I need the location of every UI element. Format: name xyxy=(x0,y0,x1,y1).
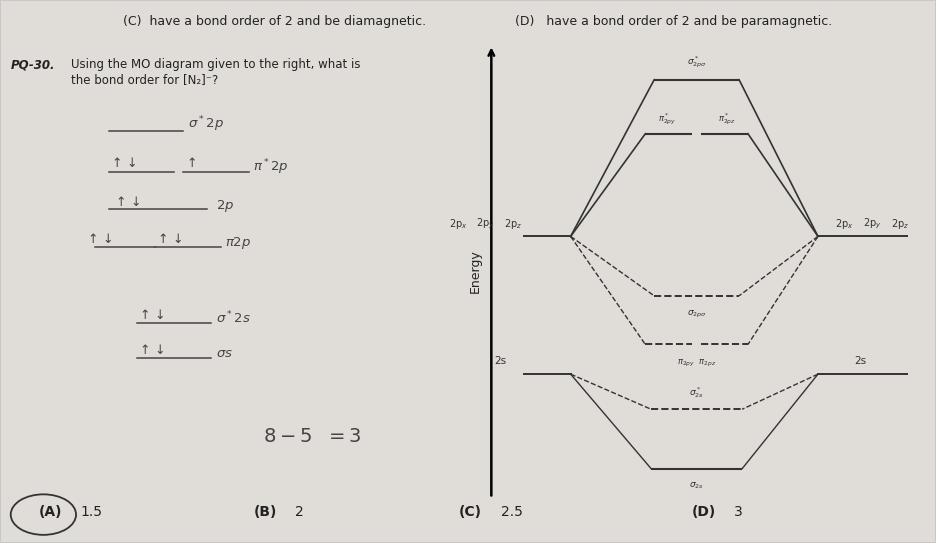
Text: $8 - 5\ \ =3$: $8 - 5\ \ =3$ xyxy=(263,427,361,446)
Text: $\uparrow\downarrow$: $\uparrow\downarrow$ xyxy=(113,195,141,209)
Text: $\uparrow$: $\uparrow$ xyxy=(184,156,197,171)
Text: $\pi_{2pz}^*$: $\pi_{2pz}^*$ xyxy=(718,112,736,127)
Text: $\pi^*2p$: $\pi^*2p$ xyxy=(254,157,288,177)
Text: $\sigma s$: $\sigma s$ xyxy=(216,347,233,360)
Text: 2p$_y$: 2p$_y$ xyxy=(863,217,882,231)
Text: 3: 3 xyxy=(734,505,743,519)
Text: $\pi_{2py}^*$: $\pi_{2py}^*$ xyxy=(658,112,676,127)
Text: $\uparrow\downarrow$: $\uparrow\downarrow$ xyxy=(137,343,165,357)
Text: Using the MO diagram given to the right, what is
the bond order for [N₂]⁻?: Using the MO diagram given to the right,… xyxy=(71,58,361,86)
Text: (B): (B) xyxy=(254,505,277,519)
Text: 2s: 2s xyxy=(494,356,506,367)
Text: 2p$_z$: 2p$_z$ xyxy=(891,217,909,231)
Text: (A): (A) xyxy=(38,505,62,519)
Text: (C): (C) xyxy=(459,505,482,519)
Text: $\uparrow\downarrow$: $\uparrow\downarrow$ xyxy=(137,308,165,321)
Text: $\sigma_{2p\sigma}$: $\sigma_{2p\sigma}$ xyxy=(687,310,707,320)
Text: 2: 2 xyxy=(296,505,304,519)
Text: 2.5: 2.5 xyxy=(501,505,522,519)
Text: 2p$_x$: 2p$_x$ xyxy=(449,217,468,231)
Text: $\sigma_{2s}^*$: $\sigma_{2s}^*$ xyxy=(689,384,704,400)
Text: 2p$_y$: 2p$_y$ xyxy=(475,217,494,231)
Text: $\pi_{2py}\ \ \pi_{2pz}$: $\pi_{2py}\ \ \pi_{2pz}$ xyxy=(677,358,716,369)
Text: $\uparrow\downarrow$: $\uparrow\downarrow$ xyxy=(109,156,137,171)
Text: 2p$_z$: 2p$_z$ xyxy=(504,217,522,231)
Text: 2s: 2s xyxy=(854,356,866,367)
Text: $\sigma_{2s}$: $\sigma_{2s}$ xyxy=(689,481,704,491)
Text: (C)  have a bond order of 2 and be diamagnetic.: (C) have a bond order of 2 and be diamag… xyxy=(123,15,426,28)
Text: $\uparrow\downarrow$: $\uparrow\downarrow$ xyxy=(85,232,113,246)
Text: PQ-30.: PQ-30. xyxy=(10,58,55,71)
Text: (D): (D) xyxy=(692,505,716,519)
Text: (D)   have a bond order of 2 and be paramagnetic.: (D) have a bond order of 2 and be parama… xyxy=(515,15,832,28)
Text: Energy: Energy xyxy=(469,250,482,293)
Text: $\sigma^*2p$: $\sigma^*2p$ xyxy=(188,114,224,134)
Text: $2p$: $2p$ xyxy=(216,198,234,213)
Text: $\pi 2p$: $\pi 2p$ xyxy=(226,236,252,251)
Text: 1.5: 1.5 xyxy=(80,505,103,519)
Text: $\uparrow\downarrow$: $\uparrow\downarrow$ xyxy=(155,232,183,246)
Text: 2p$_x$: 2p$_x$ xyxy=(835,217,854,231)
Text: $\sigma_{2p\sigma}^*$: $\sigma_{2p\sigma}^*$ xyxy=(687,54,707,70)
Text: $\sigma^*2s$: $\sigma^*2s$ xyxy=(216,310,251,327)
